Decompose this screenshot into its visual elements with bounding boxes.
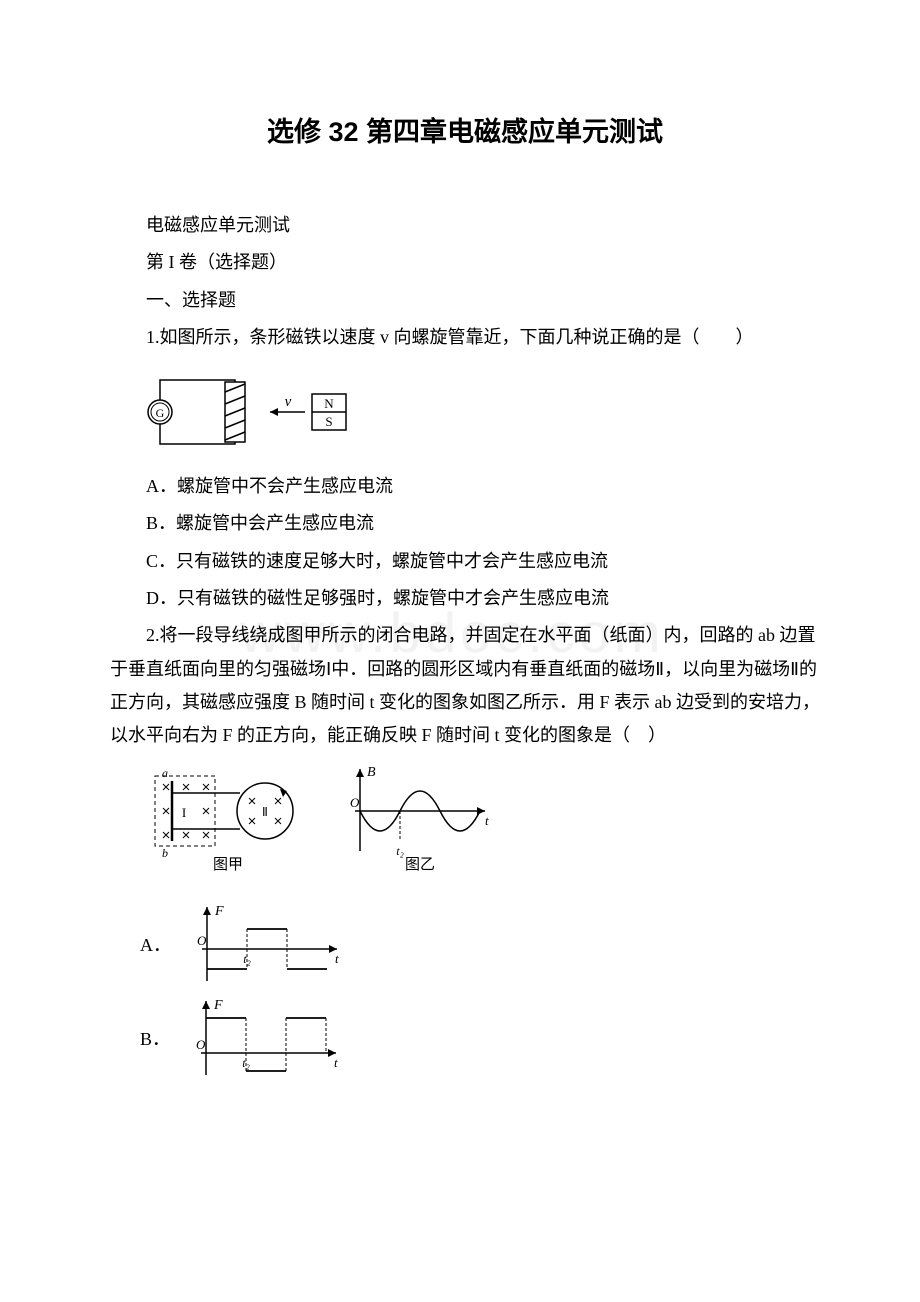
optB-label: B． <box>140 1025 170 1051</box>
cap1: 图甲 <box>213 856 243 873</box>
region-I: I <box>182 805 186 820</box>
section-label: 一、选择题 <box>110 284 820 317</box>
q1-optB: B．螺旋管中会产生感应电流 <box>110 507 820 540</box>
label-b: b <box>162 846 168 860</box>
svg-text:t₂: t₂ <box>242 1056 250 1070</box>
q2-stem: 2.将一段导线绕成图甲所示的闭合电路，并固定在水平面（纸面）内，回路的 ab 边… <box>110 619 820 752</box>
q2-optB: B． F O t t₂ <box>140 993 820 1083</box>
heading-test: 电磁感应单元测试 <box>110 209 820 242</box>
q1-optD: D．只有磁铁的磁性足够强时，螺旋管中才会产生感应电流 <box>110 582 820 615</box>
svg-text:O: O <box>196 1037 206 1052</box>
svg-text:O: O <box>197 933 207 948</box>
q1-stem: 1.如图所示，条形磁铁以速度 v 向螺旋管靠近，下面几种说正确的是（ ） <box>110 321 820 354</box>
q2-figure: I a b Ⅱ 图甲 <box>140 761 820 891</box>
B-axis: B <box>367 765 376 780</box>
t2-label: t₂ <box>396 844 404 858</box>
magnet-n: N <box>324 396 334 411</box>
cap2: 图乙 <box>405 856 435 873</box>
svg-text:t: t <box>334 1055 338 1070</box>
q2-optA: A． F O t t₂ <box>140 899 820 989</box>
page-title: 选修 32 第四章电磁感应单元测试 <box>110 110 820 149</box>
g-label: G <box>156 406 165 420</box>
v-label: v <box>285 394 292 410</box>
O-label: O <box>350 795 360 810</box>
optB-graph: F O t t₂ <box>176 993 356 1083</box>
label-a: a <box>162 766 168 780</box>
q1-optC: C．只有磁铁的速度足够大时，螺旋管中才会产生感应电流 <box>110 545 820 578</box>
region-II: Ⅱ <box>262 805 268 819</box>
F-axis-B: F <box>213 998 223 1013</box>
optA-label: A． <box>140 931 171 957</box>
optA-graph: F O t t₂ <box>177 899 357 989</box>
t-axis: t <box>485 813 489 828</box>
magnet-s: S <box>325 414 332 429</box>
q1-optA: A．螺旋管中不会产生感应电流 <box>110 470 820 503</box>
part-label: 第 I 卷（选择题） <box>110 246 820 279</box>
F-axis-A: F <box>214 904 224 919</box>
q1-figure: G v N S <box>140 362 820 462</box>
svg-text:t₂: t₂ <box>243 952 251 966</box>
svg-text:t: t <box>335 951 339 966</box>
